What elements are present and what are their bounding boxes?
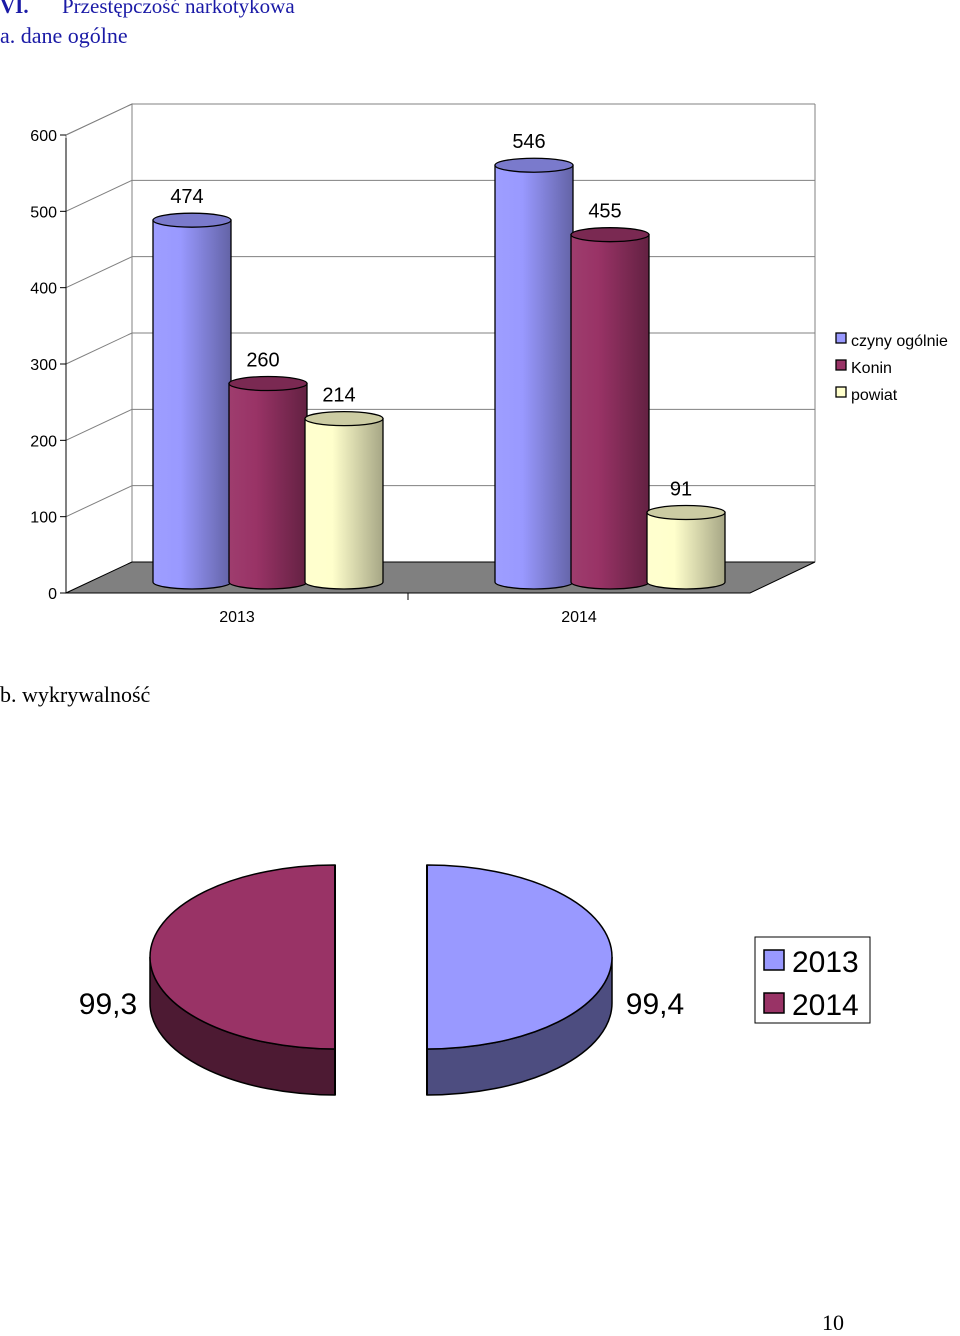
section-number: VI.: [0, 0, 29, 18]
legend-swatch-2: [835, 386, 847, 398]
legend-label: Konin: [851, 360, 892, 377]
y-tick-label: 600: [30, 128, 57, 145]
pie-legend-swatch-0: [763, 949, 785, 971]
gridline-side: [65, 485, 133, 518]
bar-chart: 0 100 200 300 400 500 600 2013 2014 474 260 214 546 4…: [30, 103, 948, 626]
cylinder-body: [304, 417, 384, 590]
legend-swatch-0: [835, 332, 847, 344]
cylinder-body: [646, 511, 726, 590]
cylinder-top: [570, 227, 650, 243]
data-label: 474: [170, 186, 203, 208]
pie-slice-2013: [426, 864, 613, 1050]
y-tick-label: 100: [30, 510, 57, 527]
subheading-b: b. wykrywalność: [0, 682, 151, 707]
y-tick-label: 0: [48, 586, 57, 603]
section-title: Przestępczość narkotykowa: [62, 0, 295, 18]
bar-2014-1: [570, 227, 650, 590]
legend-swatch-1: [835, 359, 847, 371]
bar-2014-2: [646, 504, 726, 590]
bar-2013-1: [228, 375, 308, 590]
bar-2013-2: [304, 410, 384, 590]
page-number: 10: [822, 1310, 844, 1335]
x-tick-label: 2014: [561, 609, 597, 626]
data-label: 455: [588, 201, 621, 223]
data-label: 91: [670, 479, 692, 501]
y-tick-label: 300: [30, 357, 57, 374]
pie-label-2013: 99,4: [626, 988, 684, 1021]
data-label: 546: [512, 131, 545, 153]
pie-slice-2014: [149, 864, 336, 1050]
cylinder-top: [646, 504, 726, 521]
data-label: 214: [322, 385, 355, 407]
gridline-side: [65, 332, 133, 365]
legend-label: powiat: [851, 387, 898, 404]
cylinder-top: [152, 212, 232, 228]
gridline-side: [65, 179, 133, 212]
pie-legend-swatch-1: [763, 992, 785, 1014]
subheading-a: a. dane ogólne: [0, 23, 128, 48]
y-tick-label: 200: [30, 433, 57, 450]
gridline-side: [65, 256, 133, 289]
cylinder-top: [304, 410, 384, 427]
y-tick-label: 400: [30, 281, 57, 298]
pie-label-2014: 99,3: [79, 988, 137, 1021]
y-tick-label: 500: [30, 204, 57, 221]
gridline-side: [65, 408, 133, 441]
cylinder-top: [494, 157, 574, 173]
legend-label: czyny ogólnie: [851, 333, 948, 350]
gridline-side: [65, 103, 133, 136]
pie-legend-label: 2013: [792, 946, 859, 979]
x-tick-label: 2013: [219, 609, 255, 626]
section-heading: VI. Przestępczość narkotykowa: [0, 0, 295, 19]
data-label: 260: [246, 350, 279, 372]
pie-legend-label: 2014: [792, 989, 859, 1022]
cylinder-top: [228, 375, 308, 392]
